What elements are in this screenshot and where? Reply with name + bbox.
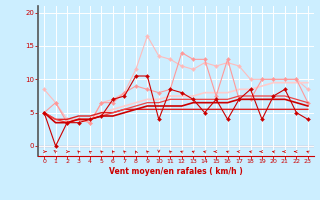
X-axis label: Vent moyen/en rafales ( km/h ): Vent moyen/en rafales ( km/h ) <box>109 167 243 176</box>
